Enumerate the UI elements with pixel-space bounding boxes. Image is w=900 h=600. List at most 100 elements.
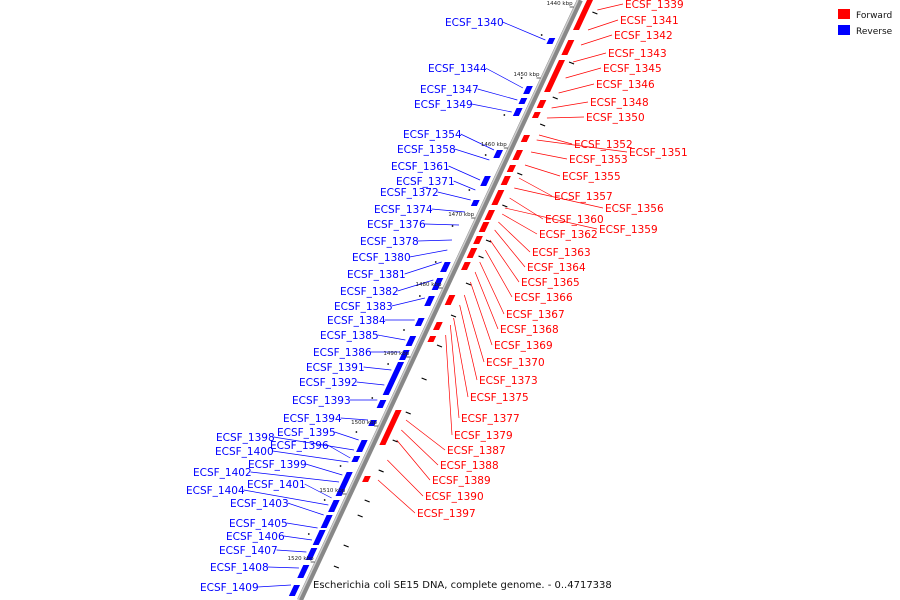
forward-gene-label[interactable]: ECSF_1343 bbox=[608, 48, 667, 60]
reverse-gene-label[interactable]: ECSF_1402 bbox=[193, 467, 252, 479]
forward-gene-label[interactable]: ECSF_1365 bbox=[521, 277, 580, 289]
forward-gene-label[interactable]: ECSF_1362 bbox=[539, 229, 598, 241]
forward-gene-label[interactable]: ECSF_1342 bbox=[614, 30, 673, 42]
reverse-gene-label[interactable]: ECSF_1401 bbox=[247, 479, 306, 491]
gene-dot bbox=[323, 499, 326, 501]
forward-gene-label[interactable]: ECSF_1369 bbox=[494, 340, 553, 352]
reverse-gene-label[interactable]: ECSF_1376 bbox=[367, 219, 426, 231]
reverse-gene-label[interactable]: ECSF_1378 bbox=[360, 236, 419, 248]
legend-swatch-forward bbox=[838, 9, 850, 19]
reverse-gene-label[interactable]: ECSF_1408 bbox=[210, 562, 269, 574]
reverse-gene-label[interactable]: ECSF_1405 bbox=[229, 518, 288, 530]
forward-gene-label[interactable]: ECSF_1370 bbox=[486, 357, 545, 369]
reverse-gene-label[interactable]: ECSF_1340 bbox=[445, 17, 504, 29]
forward-gene-label[interactable]: ECSF_1360 bbox=[545, 214, 604, 226]
forward-gene-label[interactable]: ECSF_1355 bbox=[562, 171, 621, 183]
forward-gene-label[interactable]: ECSF_1352 bbox=[574, 139, 633, 151]
reverse-gene-label[interactable]: ECSF_1400 bbox=[215, 446, 274, 458]
reverse-gene-label[interactable]: ECSF_1403 bbox=[230, 498, 289, 510]
reverse-gene-label[interactable]: ECSF_1372 bbox=[380, 187, 439, 199]
reverse-gene-label[interactable]: ECSF_1358 bbox=[397, 144, 456, 156]
reverse-gene-label[interactable]: ECSF_1407 bbox=[219, 545, 278, 557]
reverse-gene-label[interactable]: ECSF_1354 bbox=[403, 129, 462, 141]
leader-line bbox=[454, 148, 490, 161]
leader-line bbox=[437, 191, 471, 201]
forward-gene-label[interactable]: ECSF_1357 bbox=[554, 191, 613, 203]
reverse-gene-label[interactable]: ECSF_1404 bbox=[186, 485, 245, 497]
leader-line bbox=[514, 187, 604, 209]
forward-gene-label[interactable]: ECSF_1350 bbox=[586, 112, 645, 124]
leader-line bbox=[424, 223, 460, 226]
forward-gene-label[interactable]: ECSF_1375 bbox=[470, 392, 529, 404]
forward-gene-label[interactable]: ECSF_1346 bbox=[596, 79, 655, 91]
reverse-gene-glyph bbox=[405, 336, 417, 346]
gene-glyphs bbox=[288, 0, 598, 596]
forward-gene-label[interactable]: ECSF_1387 bbox=[447, 445, 506, 457]
reverse-gene-label[interactable]: ECSF_1392 bbox=[299, 377, 358, 389]
tick-label: 1490 kbp bbox=[383, 351, 409, 357]
forward-gene-label[interactable]: ECSF_1353 bbox=[569, 154, 628, 166]
reverse-gene-label[interactable]: ECSF_1399 bbox=[248, 459, 307, 471]
reverse-gene-label[interactable]: ECSF_1382 bbox=[340, 286, 399, 298]
forward-gene-label[interactable]: ECSF_1388 bbox=[440, 460, 499, 472]
gene-labels[interactable]: ECSF_1339 ECSF_1341 ECSF_1342 ECSF_1343 ECSF… bbox=[186, 0, 688, 594]
forward-gene-label[interactable]: ECSF_1366 bbox=[514, 292, 573, 304]
reverse-gene-glyph bbox=[518, 98, 528, 104]
forward-gene-label[interactable]: ECSF_1364 bbox=[527, 262, 586, 274]
forward-gene-label[interactable]: ECSF_1397 bbox=[417, 508, 476, 520]
forward-gene-label[interactable]: ECSF_1379 bbox=[454, 430, 513, 442]
forward-gene-label[interactable]: ECSF_1377 bbox=[461, 413, 520, 425]
reverse-gene-label[interactable]: ECSF_1344 bbox=[428, 63, 487, 75]
reverse-gene-label[interactable]: ECSF_1393 bbox=[292, 395, 351, 407]
reverse-gene-label[interactable]: ECSF_1349 bbox=[414, 99, 473, 111]
reverse-gene-label[interactable]: ECSF_1374 bbox=[374, 204, 433, 216]
reverse-gene-label[interactable]: ECSF_1395 bbox=[277, 427, 336, 439]
leader-line bbox=[470, 281, 493, 346]
reverse-gene-label[interactable]: ECSF_1409 bbox=[200, 582, 259, 594]
reverse-gene-label[interactable]: ECSF_1383 bbox=[334, 301, 393, 313]
reverse-gene-label[interactable]: ECSF_1384 bbox=[327, 315, 386, 327]
forward-gene-glyph bbox=[362, 476, 371, 482]
forward-gene-label[interactable]: ECSF_1367 bbox=[506, 309, 565, 321]
forward-gene-glyph bbox=[520, 135, 530, 142]
forward-gene-label[interactable]: ECSF_1348 bbox=[590, 97, 649, 109]
reverse-gene-label[interactable]: ECSF_1361 bbox=[391, 161, 450, 173]
leader-line bbox=[409, 249, 448, 258]
forward-gene-label[interactable]: ECSF_1359 bbox=[599, 224, 658, 236]
leader-line bbox=[250, 471, 340, 483]
reverse-gene-label[interactable]: ECSF_1381 bbox=[347, 269, 406, 281]
gene-dot bbox=[403, 329, 405, 331]
forward-gene-label[interactable]: ECSF_1345 bbox=[603, 63, 662, 75]
gene-dot bbox=[503, 114, 506, 116]
reverse-gene-label[interactable]: ECSF_1396 bbox=[270, 440, 329, 452]
reverse-gene-label[interactable]: ECSF_1406 bbox=[226, 531, 285, 543]
reverse-gene-label[interactable]: ECSF_1394 bbox=[283, 413, 342, 425]
forward-gene-label[interactable]: ECSF_1356 bbox=[605, 203, 664, 215]
reverse-gene-label[interactable]: ECSF_1386 bbox=[313, 347, 372, 359]
reverse-gene-label[interactable]: ECSF_1380 bbox=[352, 252, 411, 264]
axis-ticks: 1440 kbp 1450 kbp 1460 kbp 1470 kbp 1480 kbp… bbox=[288, 1, 574, 563]
gene-dash bbox=[392, 439, 398, 443]
forward-gene-label[interactable]: ECSF_1363 bbox=[532, 247, 591, 259]
forward-gene-glyph bbox=[531, 112, 541, 118]
forward-gene-label[interactable]: ECSF_1339 bbox=[625, 0, 684, 11]
forward-gene-label[interactable]: ECSF_1373 bbox=[479, 375, 538, 387]
forward-gene-label[interactable]: ECSF_1368 bbox=[500, 324, 559, 336]
forward-gene-label[interactable]: ECSF_1341 bbox=[620, 15, 679, 27]
reverse-gene-label[interactable]: ECSF_1398 bbox=[216, 432, 275, 444]
reverse-gene-label[interactable]: ECSF_1347 bbox=[420, 84, 479, 96]
leader-line bbox=[431, 208, 466, 213]
gene-dash bbox=[539, 123, 546, 127]
forward-gene-label[interactable]: ECSF_1351 bbox=[629, 147, 688, 159]
forward-gene-label[interactable]: ECSF_1389 bbox=[432, 475, 491, 487]
reverse-gene-label[interactable]: ECSF_1371 bbox=[396, 176, 455, 188]
gene-dash bbox=[517, 172, 523, 176]
reverse-gene-glyph bbox=[312, 530, 326, 545]
reverse-gene-label[interactable]: ECSF_1391 bbox=[306, 362, 365, 374]
tick-label: 1450 kbp bbox=[514, 72, 540, 78]
forward-gene-glyph bbox=[478, 222, 490, 232]
forward-gene-label[interactable]: ECSF_1390 bbox=[425, 491, 484, 503]
leader-line bbox=[340, 417, 369, 421]
reverse-gene-label[interactable]: ECSF_1385 bbox=[320, 330, 379, 342]
